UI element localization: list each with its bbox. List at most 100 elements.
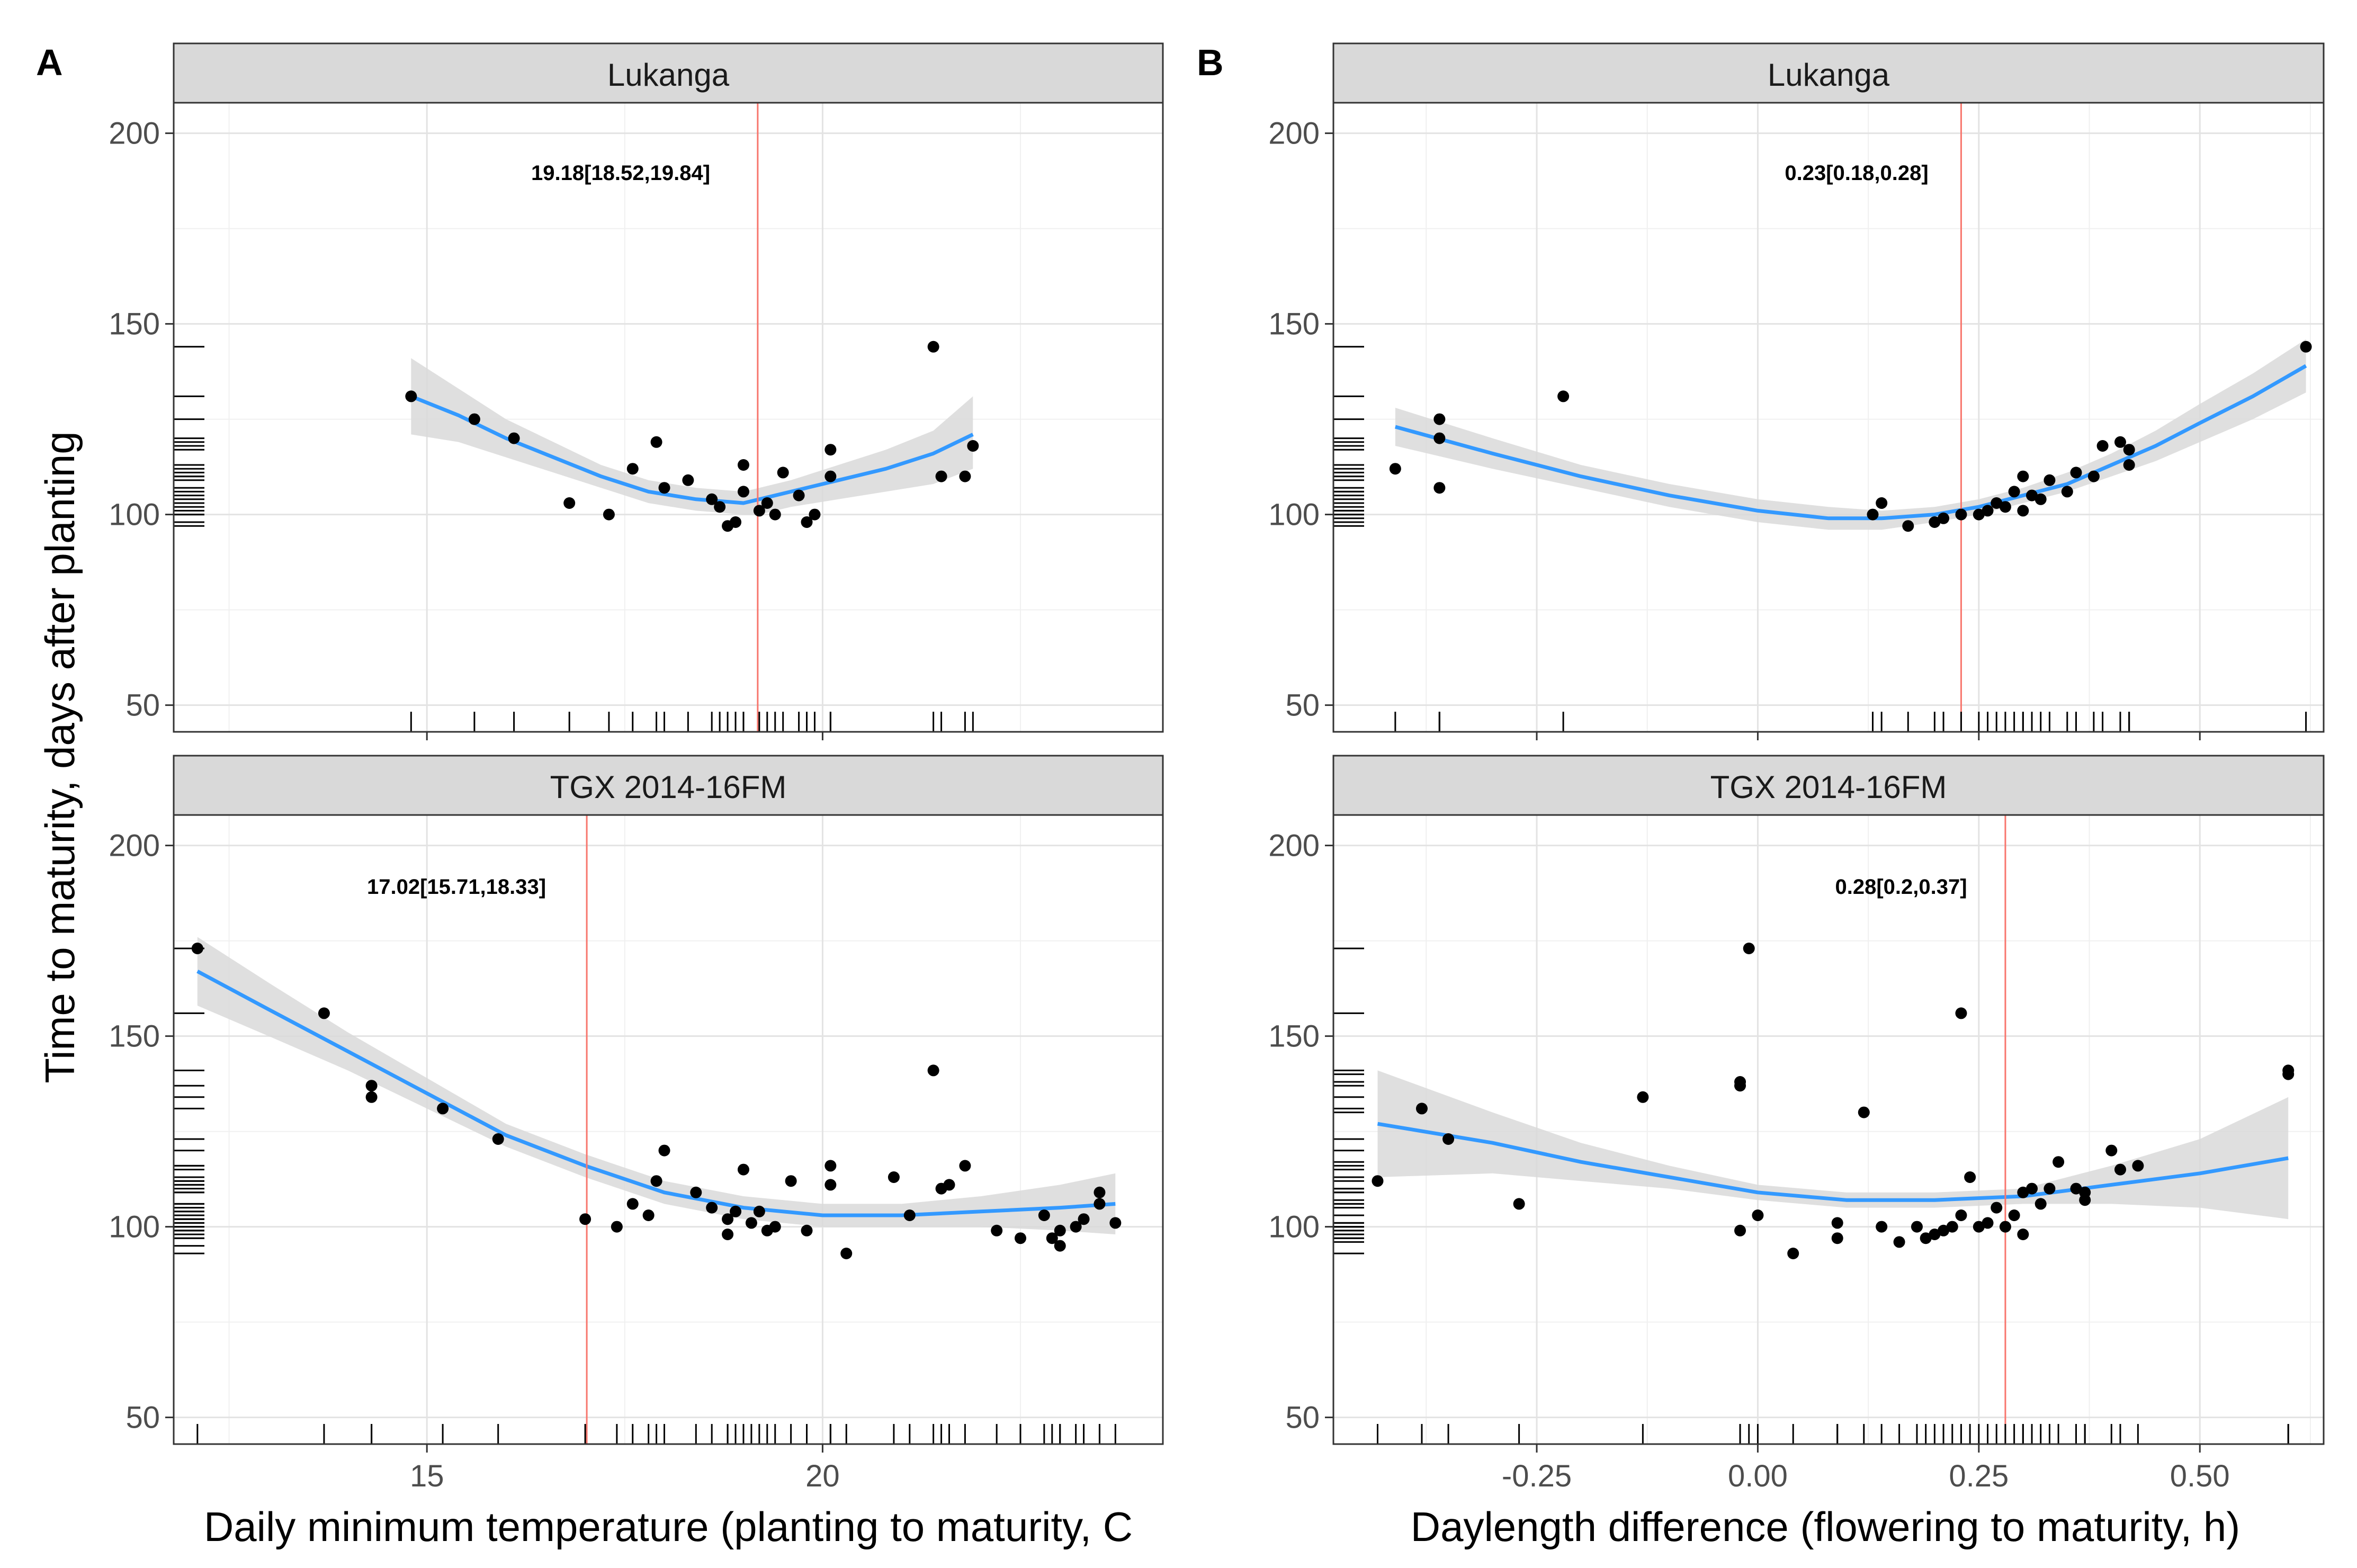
confidence-band (1377, 1070, 2289, 1220)
threshold-annotation: 19.18[18.52,19.84] (531, 162, 710, 185)
data-point (1964, 1171, 1976, 1183)
data-point (927, 341, 939, 353)
data-point (793, 489, 805, 501)
data-point (191, 943, 203, 954)
data-point (1054, 1240, 1066, 1252)
panel-border (173, 814, 1164, 1445)
x-tick-label: 0.50 (2170, 1459, 2230, 1493)
data-point (706, 1202, 718, 1214)
data-point (722, 1229, 734, 1240)
x-tick-label: -0.25 (1502, 1459, 1572, 1493)
data-point (903, 1209, 916, 1221)
data-point (1831, 1217, 1843, 1229)
panel-strip (173, 755, 1164, 816)
data-point (1054, 1224, 1066, 1237)
data-point (824, 444, 837, 456)
data-point (626, 463, 639, 475)
data-point (1433, 432, 1446, 444)
data-point (1955, 1007, 1967, 1019)
data-point (1046, 1232, 1058, 1244)
data-point (991, 1224, 1003, 1237)
data-point (730, 1205, 742, 1217)
data-point (1038, 1209, 1050, 1221)
data-point (1911, 1221, 1923, 1233)
data-point (1893, 1236, 1905, 1248)
panel-strip (1332, 42, 2325, 104)
data-point (824, 1179, 837, 1191)
data-point (1946, 1221, 1958, 1233)
data-point (714, 501, 726, 513)
plot-background (1333, 103, 2324, 732)
panel-tag-b: B (1197, 42, 1224, 83)
data-point (2123, 444, 2135, 456)
y-tick-label: 50 (1285, 688, 1320, 723)
data-point (959, 470, 971, 482)
data-point (2061, 486, 2073, 498)
y-tick-label: 150 (109, 307, 160, 342)
data-point (777, 467, 789, 479)
y-tick-label: 200 (1268, 117, 1320, 151)
data-point (943, 1179, 955, 1191)
plot-background (174, 103, 1163, 732)
plot-background (174, 815, 1163, 1444)
data-point (2053, 1156, 2065, 1168)
data-point (1831, 1232, 1843, 1244)
smooth-line (196, 970, 1116, 1217)
x-tick-label: 0.25 (1949, 1459, 2009, 1493)
plot-area: 50 100 150 200 (1268, 102, 2325, 740)
data-point (840, 1248, 853, 1259)
panel-strip-title: TGX 2014-16FM (1710, 769, 1947, 805)
data-point (769, 1221, 781, 1233)
data-point (563, 497, 576, 509)
data-point (405, 390, 417, 402)
data-point (365, 1091, 378, 1103)
data-point (1973, 508, 1985, 521)
y-tick-label: 100 (109, 498, 160, 532)
data-point (959, 1160, 971, 1172)
data-point (1858, 1106, 1870, 1118)
data-point (1929, 1229, 1941, 1240)
data-point (737, 459, 749, 471)
data-point (1938, 1224, 1950, 1237)
threshold-annotation: 0.23[0.18,0.28] (1785, 162, 1928, 185)
data-point (690, 1186, 702, 1198)
data-point (1442, 1133, 1455, 1145)
y-tick-label: 200 (109, 829, 160, 863)
plot-area: 50 100 150 200 15 20 (109, 814, 1164, 1493)
data-point (2132, 1160, 2144, 1172)
y-tick-label: 50 (126, 688, 160, 723)
data-point (801, 516, 813, 528)
data-point (2070, 467, 2082, 479)
data-point (2026, 1182, 2038, 1195)
data-point (2282, 1068, 2295, 1080)
y-tick-label: 150 (1268, 307, 1320, 342)
data-point (2035, 493, 2047, 505)
data-point (801, 1224, 813, 1237)
data-point (2079, 1186, 2091, 1198)
data-point (769, 508, 781, 521)
data-point (579, 1213, 592, 1225)
data-point (1557, 390, 1570, 402)
data-point (1876, 497, 1888, 509)
data-point (2114, 436, 2126, 448)
data-point (1999, 501, 2011, 513)
data-point (935, 470, 947, 482)
data-point (682, 474, 694, 486)
panel-border (1332, 814, 2325, 1445)
data-point (650, 1175, 662, 1187)
data-point (626, 1198, 639, 1210)
data-point (603, 508, 615, 521)
panel-tag-a: A (36, 42, 63, 83)
x-tick-label: 15 (410, 1459, 444, 1493)
panel-strip (173, 42, 1164, 104)
data-point (2035, 1198, 2047, 1210)
data-point (1982, 505, 1994, 517)
x-tick-label: 20 (805, 1459, 840, 1493)
data-point (2300, 341, 2312, 353)
data-point (1734, 1224, 1746, 1237)
data-point (2044, 1182, 2056, 1195)
data-point (1015, 1232, 1027, 1244)
data-point (1920, 1232, 1932, 1244)
y-tick-label: 200 (1268, 829, 1320, 863)
x-tick-label: 0.00 (1728, 1459, 1788, 1493)
